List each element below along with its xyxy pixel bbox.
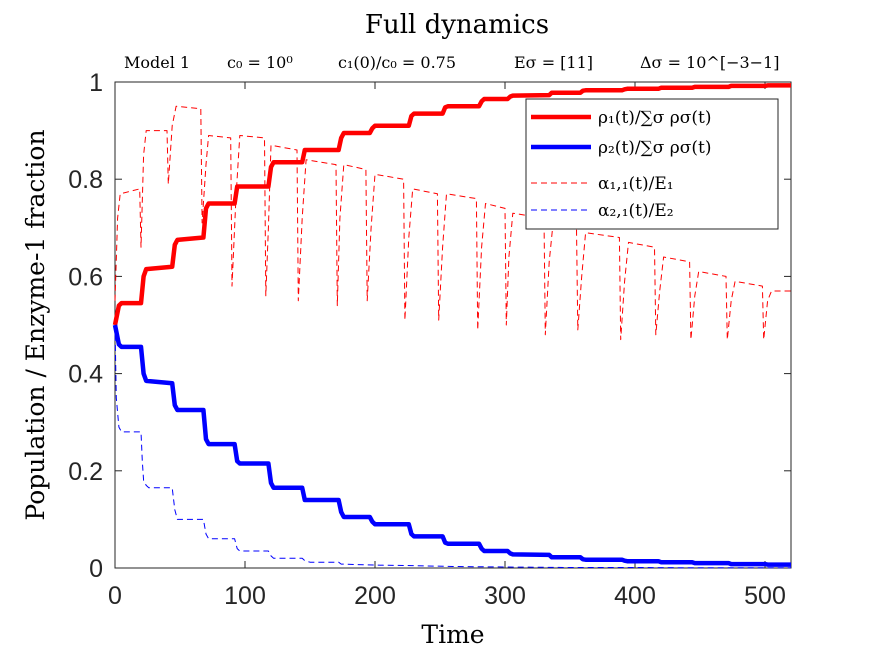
x-axis-label: Time (421, 620, 484, 649)
y-tick-label: 0 (89, 555, 103, 583)
series-layer (112, 83, 791, 569)
y-tick-label: 0.6 (68, 263, 103, 291)
x-tick-label: 300 (484, 582, 526, 610)
legend-label-4: α₂,₁(t)/E₂ (598, 201, 674, 221)
y-axis-ticks: 0 0.2 0.4 0.6 0.8 1 (68, 69, 791, 583)
legend: ρ₁(t)/∑σ ρσ(t) ρ₂(t)/∑σ ρσ(t) α₁,₁(t)/E₁ α₂… (525, 98, 779, 230)
x-tick-label: 500 (744, 582, 786, 610)
legend-label-3: α₁,₁(t)/E₁ (598, 174, 674, 194)
chart-subtitle: Model 1 c₀ = 10⁰ c₁(0)/c₀ = 0.75 Eσ = [1… (124, 53, 779, 72)
series-line-4 (114, 324, 791, 569)
subtitle-c0: c₀ = 10⁰ (227, 53, 293, 72)
y-tick-label: 0.2 (68, 458, 103, 486)
y-tick-label: 0.8 (68, 166, 103, 194)
x-tick-label: 200 (354, 582, 396, 610)
y-tick-label: 1 (89, 69, 103, 97)
x-tick-label: 0 (108, 582, 122, 610)
legend-box (525, 98, 779, 230)
x-axis-ticks: 0 100 200 300 400 500 (108, 82, 786, 610)
subtitle-delta-sigma: Δσ = 10^[−3−1] (640, 53, 779, 72)
x-tick-label: 100 (224, 582, 266, 610)
legend-label-2: ρ₂(t)/∑σ ρσ(t) (598, 138, 711, 158)
series-line-1 (112, 83, 791, 326)
subtitle-model: Model 1 (124, 53, 190, 72)
x-tick-label: 400 (614, 582, 656, 610)
subtitle-e-sigma: Eσ = [11] (514, 53, 593, 72)
y-axis-label: Population / Enzyme-1 fraction (21, 129, 50, 520)
series-line-2 (112, 324, 791, 567)
legend-label-1: ρ₁(t)/∑σ ρσ(t) (598, 108, 711, 128)
chart-title: Full dynamics (365, 10, 549, 40)
y-tick-label: 0.4 (68, 361, 103, 389)
subtitle-c1-ratio: c₁(0)/c₀ = 0.75 (338, 53, 456, 72)
